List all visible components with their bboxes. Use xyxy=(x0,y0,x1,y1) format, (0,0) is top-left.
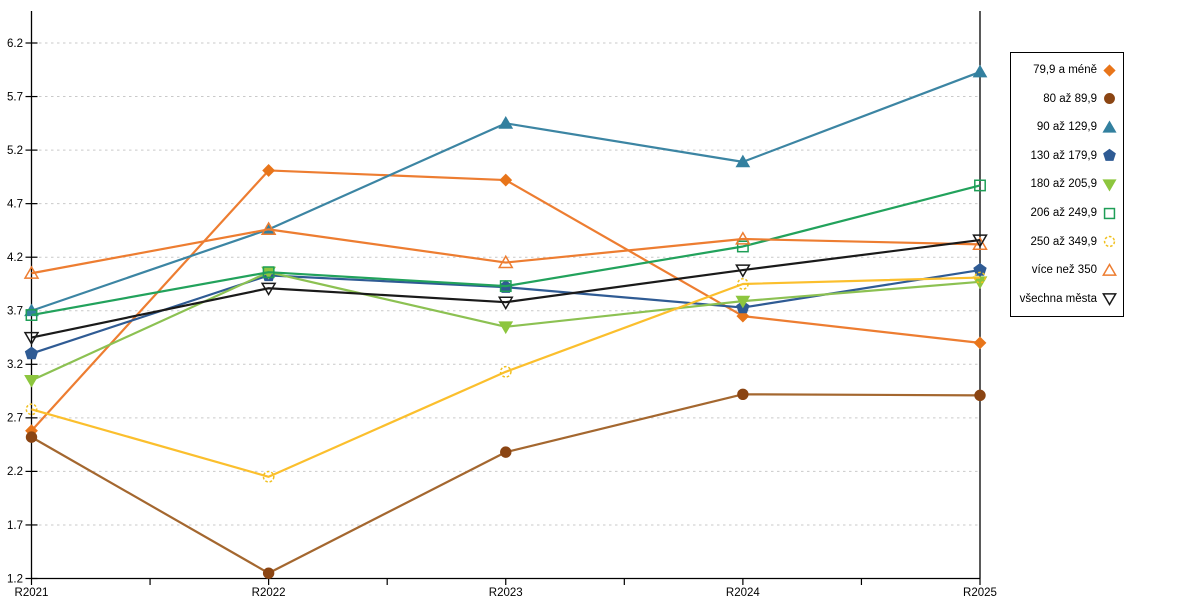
legend-marker-icon xyxy=(1103,235,1116,248)
legend-item: 90 až 129,9 xyxy=(1013,120,1118,135)
legend-marker-icon xyxy=(1102,179,1117,192)
series-1-marker xyxy=(500,446,512,458)
chart-legend: 79,9 a méně 80 až 89,9 90 až 129,9 130 až 1… xyxy=(1010,52,1124,317)
legend-marker-shape xyxy=(1102,120,1117,133)
series-2-marker xyxy=(735,154,751,168)
series-1-marker xyxy=(262,567,275,579)
series-7-marker xyxy=(497,254,514,269)
series-3-marker xyxy=(973,263,987,276)
series-2-marker xyxy=(498,116,514,129)
series-4-marker xyxy=(498,321,514,335)
legend-item: 250 až 349,9 xyxy=(1013,234,1118,249)
y-tick-label: 2.7 xyxy=(7,413,23,425)
series-6-marker xyxy=(736,278,749,290)
legend-item: 130 až 179,9 xyxy=(1013,148,1118,163)
series-8-marker xyxy=(260,282,277,297)
series-line-7 xyxy=(31,228,981,275)
legend-marker-shape xyxy=(1103,149,1116,162)
legend-item: více než 350 xyxy=(1013,262,1118,278)
legend-item: 180 až 205,9 xyxy=(1013,177,1118,192)
legend-item: 206 až 249,9 xyxy=(1013,206,1118,221)
y-tick-label: 1.2 xyxy=(7,573,23,585)
series-line-8 xyxy=(31,238,981,339)
series-line-6 xyxy=(31,276,981,478)
legend-marker-shape xyxy=(1103,64,1116,77)
legend-marker-icon xyxy=(1103,207,1116,219)
series-0-marker xyxy=(499,173,513,187)
series-6-marker xyxy=(25,403,38,416)
series-3-marker xyxy=(24,346,39,360)
legend-marker-icon xyxy=(1103,64,1116,77)
legend-marker-shape xyxy=(1103,235,1116,248)
x-tick-label: R2024 xyxy=(726,587,760,599)
series-5-marker xyxy=(25,309,38,321)
x-tick-label: R2023 xyxy=(489,587,523,599)
series-7-marker xyxy=(972,236,988,250)
series-8-marker xyxy=(735,264,751,278)
series-7-marker xyxy=(735,231,751,245)
legend-marker-shape xyxy=(1102,293,1117,307)
legend-marker-shape xyxy=(1102,179,1117,192)
legend-label: všechna města xyxy=(1019,292,1097,305)
legend-marker-icon xyxy=(1102,293,1117,307)
series-5-marker xyxy=(736,240,749,253)
y-tick-label: 4.7 xyxy=(7,198,23,210)
y-tick-label: 5.2 xyxy=(7,145,23,157)
series-2-marker xyxy=(972,64,988,78)
series-6-marker xyxy=(974,271,986,284)
series-line-5 xyxy=(31,184,981,317)
legend-item: 80 až 89,9 xyxy=(1013,91,1118,106)
series-4-marker xyxy=(735,295,751,309)
series-1-marker xyxy=(974,389,986,402)
series-line-1 xyxy=(30,393,981,575)
y-tick-label: 4.2 xyxy=(7,252,23,264)
series-0-marker xyxy=(736,309,750,323)
legend-label: 206 až 249,9 xyxy=(1030,207,1097,219)
series-8-marker xyxy=(23,331,40,346)
series-1-marker xyxy=(25,431,38,443)
x-tick-label: R2025 xyxy=(963,587,997,599)
legend-marker-shape xyxy=(1104,93,1115,105)
legend-label: 130 až 179,9 xyxy=(1030,149,1097,162)
legend-item: 79,9 a méně xyxy=(1013,63,1118,78)
series-8-marker xyxy=(497,296,514,310)
series-4-marker xyxy=(24,374,39,388)
legend-label: 79,9 a méně xyxy=(1033,64,1097,77)
legend-marker-shape xyxy=(1102,262,1117,276)
x-tick-label: R2021 xyxy=(15,587,49,599)
series-1-marker xyxy=(737,388,749,400)
y-tick-label: 3.7 xyxy=(7,306,23,318)
y-tick-label: 5.7 xyxy=(7,91,23,103)
y-tick-label: 1.7 xyxy=(7,520,23,532)
series-6-marker xyxy=(499,365,512,378)
legend-label: 180 až 205,9 xyxy=(1030,178,1097,191)
series-6-marker xyxy=(262,470,275,483)
y-tick-label: 3.2 xyxy=(7,359,23,371)
y-tick-label: 6.2 xyxy=(7,38,23,50)
series-8-marker xyxy=(972,234,988,248)
legend-label: 90 až 129,9 xyxy=(1036,121,1097,134)
legend-label: 80 až 89,9 xyxy=(1043,92,1097,105)
series-5-marker xyxy=(499,280,512,293)
series-0-marker xyxy=(973,336,987,350)
legend-marker-icon xyxy=(1104,93,1115,105)
series-5-marker xyxy=(262,266,275,279)
series-7-marker xyxy=(260,221,277,236)
series-0-marker xyxy=(262,164,276,177)
legend-marker-shape xyxy=(1103,207,1116,219)
series-7-marker xyxy=(23,265,40,279)
legend-label: více než 350 xyxy=(1031,264,1097,277)
legend-marker-icon xyxy=(1103,149,1116,162)
series-5-marker xyxy=(974,179,986,192)
y-tick-label: 2.2 xyxy=(7,466,23,478)
legend-marker-icon xyxy=(1102,262,1117,276)
series-line-0 xyxy=(30,169,981,432)
legend-marker-icon xyxy=(1102,120,1117,133)
legend-label: 250 až 349,9 xyxy=(1030,235,1097,248)
x-tick-label: R2022 xyxy=(252,587,286,599)
legend-item: všechna města xyxy=(1013,291,1118,307)
